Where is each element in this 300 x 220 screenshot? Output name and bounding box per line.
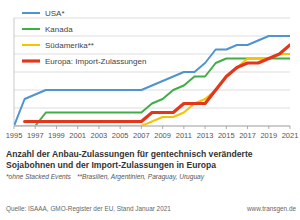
legend-swatch xyxy=(22,12,40,14)
y-axis xyxy=(14,18,15,126)
grid-line xyxy=(14,108,290,109)
x-tick-label: 1997 xyxy=(27,131,44,140)
legend-swatch xyxy=(22,44,40,46)
x-tick-label: 2019 xyxy=(260,131,277,140)
x-tick-label: 2013 xyxy=(197,131,214,140)
series-line xyxy=(25,45,290,122)
x-tick xyxy=(162,126,163,129)
legend-label: Südamerika** xyxy=(45,41,94,50)
chart: 1995 1997 1999 2001 2003 2005 2007 2009 2011 2013… xyxy=(0,0,300,220)
series-line xyxy=(14,54,290,126)
x-tick-label: 2003 xyxy=(91,131,108,140)
grid xyxy=(14,18,290,126)
x-tick-label: 2005 xyxy=(112,131,129,140)
x-tick-label: 2021 xyxy=(282,131,299,140)
footnote: *ohne Stacked Events **Brasilien, Argenti… xyxy=(6,173,298,180)
x-tick xyxy=(290,126,291,129)
x-tick xyxy=(141,126,142,129)
grid-line xyxy=(14,72,290,73)
legend-swatch xyxy=(22,28,40,30)
x-tick xyxy=(120,126,121,129)
x-tick xyxy=(247,126,248,129)
x-tick-label: 2017 xyxy=(239,131,256,140)
grid-line xyxy=(14,54,290,55)
series-line xyxy=(14,36,290,126)
legend-label: Europa: Import-Zulassungen xyxy=(45,57,146,66)
x-tick-label: 1995 xyxy=(6,131,23,140)
x-tick xyxy=(14,126,15,129)
x-tick-label: 1999 xyxy=(48,131,65,140)
x-tick-label: 2001 xyxy=(69,131,86,140)
footnote-text: **Brasilien, Argentinien, Paraguay, Urug… xyxy=(77,173,204,180)
x-tick xyxy=(56,126,57,129)
x-tick xyxy=(268,126,269,129)
plot-area xyxy=(14,36,290,126)
grid-line xyxy=(14,36,290,37)
title: Anzahl der Anbau-Zulassungen für gentech… xyxy=(6,149,296,170)
x-tick-label: 2009 xyxy=(154,131,171,140)
x-tick-label: 2011 xyxy=(176,131,192,140)
source: Quelle: ISAAA, GMO-Register der EU, Stan… xyxy=(6,205,171,212)
x-tick xyxy=(35,126,36,129)
x-tick-label: 2015 xyxy=(218,131,235,140)
legend-swatch xyxy=(22,59,40,62)
series-line xyxy=(14,59,290,127)
x-tick xyxy=(77,126,78,129)
x-tick xyxy=(205,126,206,129)
x-tick xyxy=(226,126,227,129)
legend-label: Kanada xyxy=(45,25,73,34)
x-tick-label: 2007 xyxy=(133,131,150,140)
legend-label: USA* xyxy=(45,9,65,18)
legend: USA* Kanada Südamerika** Europa: Import-Zul… xyxy=(22,9,146,66)
footnote-text: *ohne Stacked Events xyxy=(6,173,71,180)
x-tick xyxy=(183,126,184,129)
x-tick xyxy=(98,126,99,129)
website: www.transgen.de xyxy=(247,205,296,212)
